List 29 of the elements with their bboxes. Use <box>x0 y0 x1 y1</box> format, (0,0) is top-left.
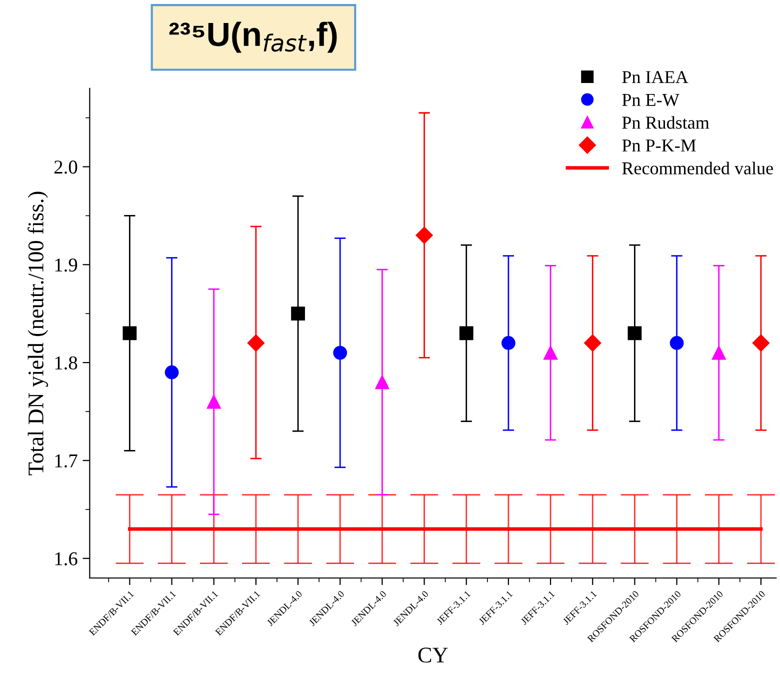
point <box>291 306 305 321</box>
legend-label: Pn Rudstam <box>622 116 710 129</box>
y-tick-label: 1.8 <box>55 356 78 370</box>
chart-title: ²³⁵U(n$_{fast}$,f) <box>169 22 337 53</box>
y-tick-label: 1.7 <box>55 454 78 468</box>
y-tick-label: 1.6 <box>55 552 78 566</box>
point <box>670 336 684 350</box>
point <box>333 346 348 360</box>
legend-label: Recommended value <box>622 162 773 174</box>
point <box>584 334 602 352</box>
y-axis-title: Total DN yield (neutr./100 fiss.) <box>28 192 48 476</box>
point <box>501 336 516 350</box>
legend-label: Pn IAEA <box>622 71 688 84</box>
y-tick-label: 2.0 <box>54 160 78 174</box>
point <box>544 346 558 360</box>
legend-label: Pn P-K-M <box>622 140 696 152</box>
y-tick-label: 1.9 <box>55 258 78 272</box>
point <box>375 375 390 390</box>
point <box>712 346 726 360</box>
point <box>416 226 433 244</box>
legend-label: Pn E-W <box>622 94 680 106</box>
point <box>459 326 474 340</box>
point <box>628 326 642 340</box>
point <box>247 334 264 352</box>
x-axis-title: CY <box>418 648 448 663</box>
point <box>164 365 179 380</box>
point <box>122 326 137 340</box>
point <box>206 394 221 409</box>
point <box>752 334 770 352</box>
